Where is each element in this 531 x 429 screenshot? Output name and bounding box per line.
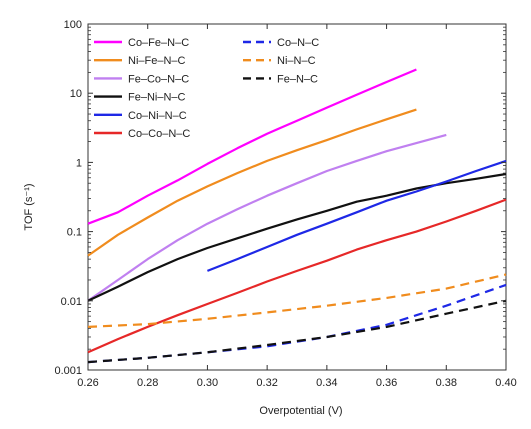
y-axis-label: TOF (s⁻¹) xyxy=(23,183,35,230)
x-tick-label: 0.28 xyxy=(137,377,158,389)
series-line-5 xyxy=(87,198,507,354)
legend-label: Co–Fe–N–C xyxy=(128,37,189,49)
x-tick-label: 0.36 xyxy=(376,377,397,389)
series-line-7 xyxy=(87,273,507,328)
series-layer xyxy=(87,68,507,364)
series-line-2 xyxy=(87,133,447,302)
x-tick-label: 0.26 xyxy=(77,377,98,389)
y-tick-label: 0.1 xyxy=(67,227,82,239)
y-tick-label: 100 xyxy=(64,19,82,31)
legend-label: Fe–N–C xyxy=(277,73,318,85)
axis-layer: 0.26 0.28 0.30 0.32 0.34 0.36 0.38 0.40 0.001 0.0… xyxy=(54,19,516,389)
series-line-8 xyxy=(87,299,507,364)
series-line-0 xyxy=(87,68,417,225)
x-tick-label: 0.30 xyxy=(197,377,218,389)
legend-label: Ni–Fe–N–C xyxy=(128,55,186,67)
plot-frame xyxy=(87,23,507,371)
legend-label: Fe–Co–N–C xyxy=(128,73,189,85)
y-tick-label: 0.001 xyxy=(54,365,82,377)
y-tick-label: 0.01 xyxy=(61,296,82,308)
x-tick-label: 0.38 xyxy=(436,377,457,389)
legend-label: Co–N–C xyxy=(277,37,319,49)
legend: Co–Fe–N–C Ni–Fe–N–C Fe–Co–N–C Fe–Ni–N–C Co–N… xyxy=(94,37,319,140)
plot-area-border xyxy=(87,23,507,371)
y-tick-label: 10 xyxy=(70,88,82,100)
series-line-1 xyxy=(87,108,417,257)
x-tick-label: 0.40 xyxy=(495,377,516,389)
legend-label: Ni–N–C xyxy=(277,55,316,67)
legend-label: Co–Ni–N–C xyxy=(128,110,187,122)
x-tick-label: 0.34 xyxy=(316,377,337,389)
x-axis-label: Overpotential (V) xyxy=(259,405,342,417)
legend-label: Fe–Ni–N–C xyxy=(128,92,186,104)
legend-label: Co–Co–N–C xyxy=(128,128,190,140)
x-tick-label: 0.32 xyxy=(256,377,277,389)
y-tick-label: 1 xyxy=(76,157,82,169)
series-line-4 xyxy=(206,159,507,272)
